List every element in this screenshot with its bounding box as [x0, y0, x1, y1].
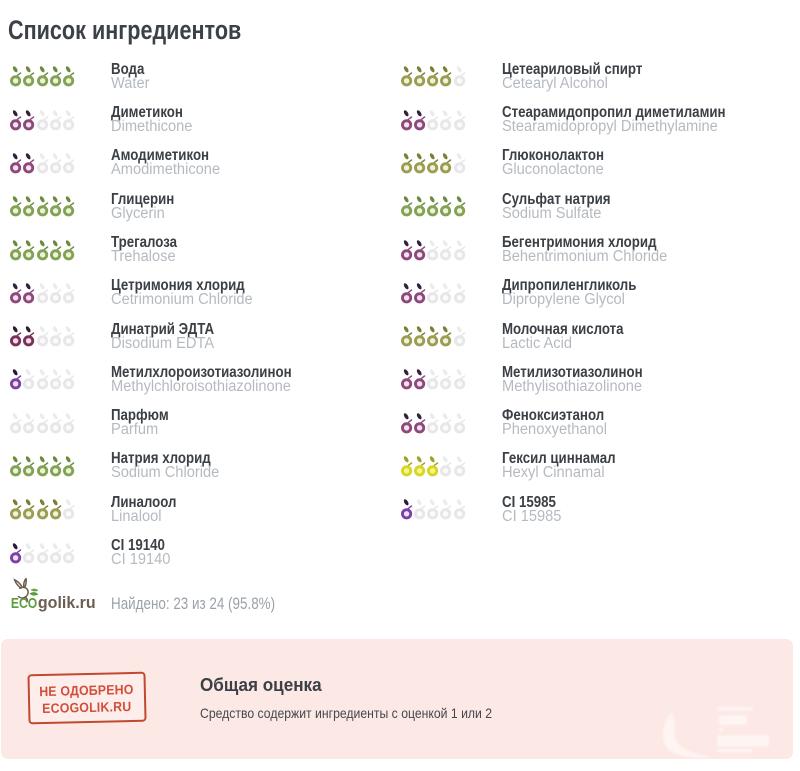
svg-text:ECO: ECO — [11, 595, 38, 612]
svg-text:golik.ru: golik.ru — [38, 593, 96, 612]
